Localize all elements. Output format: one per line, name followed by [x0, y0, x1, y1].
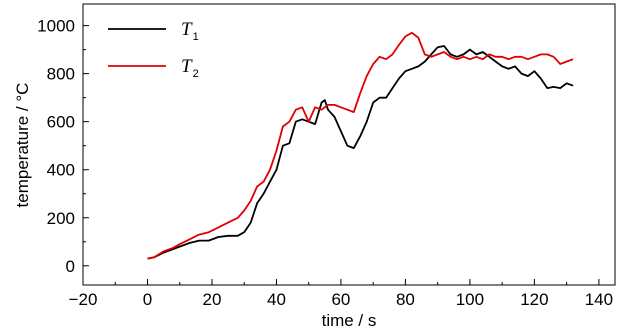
x-tick-label: 20	[203, 290, 222, 309]
series-layer	[147, 31, 574, 260]
legend-label-t2: T2	[181, 56, 199, 80]
x-tick-label: 120	[520, 290, 548, 309]
x-tick-label: 100	[456, 290, 484, 309]
y-tick-label: 600	[47, 113, 75, 132]
y-axis-title: temperature / °C	[13, 83, 32, 208]
series-line-t2	[147, 31, 574, 260]
x-tick-label: 60	[331, 290, 350, 309]
y-tick-label: 200	[47, 209, 75, 228]
legend: T1 T2	[108, 19, 199, 80]
axis-tick-labels: −20 0 20 40 60 80 100 120 140 0 200 400 600 800 1000	[37, 17, 613, 309]
x-axis-title: time / s	[322, 311, 377, 330]
y-tick-label: 0	[66, 257, 75, 276]
x-tick-label: 140	[585, 290, 613, 309]
series-line-t1	[147, 45, 574, 260]
y-tick-label: 800	[47, 65, 75, 84]
x-tick-label: −20	[69, 290, 98, 309]
axis-ticks	[82, 25, 600, 285]
y-tick-label: 1000	[37, 17, 75, 36]
x-tick-label: 80	[396, 290, 415, 309]
y-tick-label: 400	[47, 161, 75, 180]
x-tick-label: 40	[267, 290, 286, 309]
x-tick-label: 0	[143, 290, 152, 309]
plot-frame	[82, 3, 616, 286]
legend-label-t1: T1	[181, 19, 199, 43]
